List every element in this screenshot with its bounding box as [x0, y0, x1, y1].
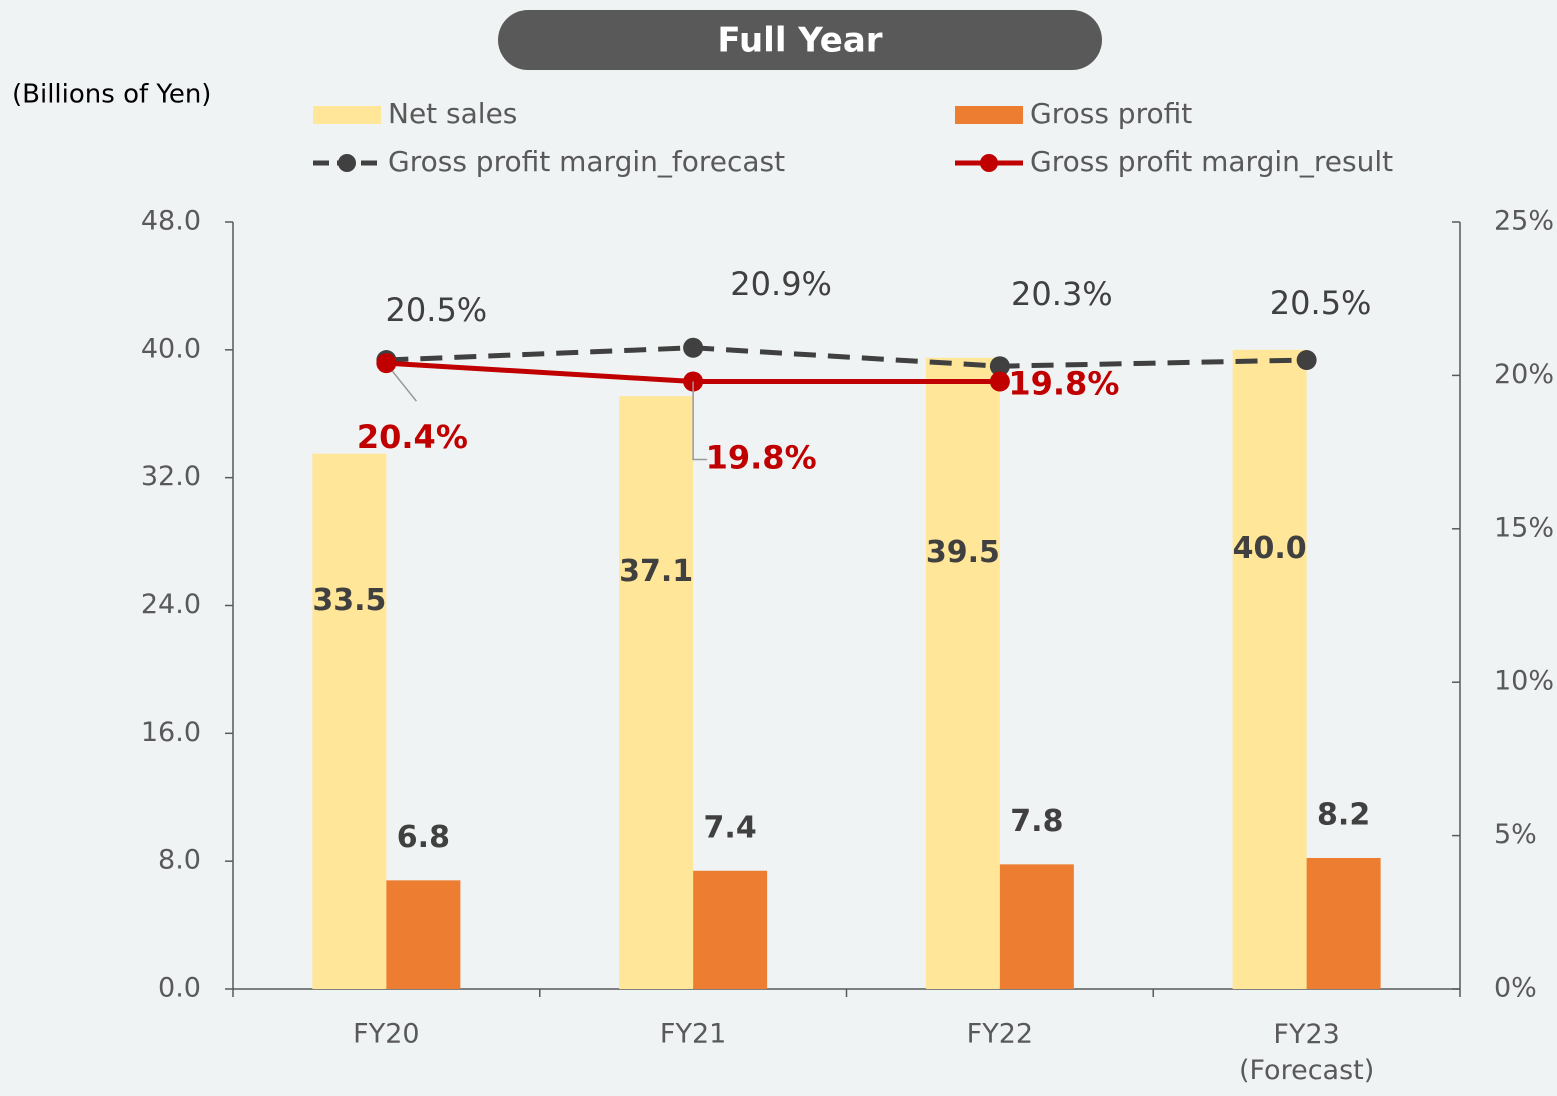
value-label: 7.4	[704, 810, 757, 845]
bar	[1232, 349, 1307, 989]
legend-swatch	[980, 154, 998, 172]
bar	[619, 396, 694, 989]
chart-title: Full Year	[717, 21, 882, 61]
legend-label: Gross profit margin_result	[1030, 145, 1393, 178]
line-point	[376, 353, 397, 374]
value-label: 20.4%	[357, 418, 468, 456]
value-label: 37.1	[619, 554, 693, 589]
legend-label: Gross profit margin_forecast	[388, 145, 785, 178]
value-label: 20.5%	[386, 291, 488, 329]
y-tick-label: 16.0	[141, 717, 201, 748]
y-tick-label: 8.0	[158, 845, 201, 876]
leader-line	[692, 381, 708, 461]
y2-tick-label: 25%	[1494, 206, 1554, 237]
y-tick-label: 40.0	[141, 333, 201, 364]
y-axis-label: (Billions of Yen)	[12, 80, 211, 110]
y-tick-label: 32.0	[141, 461, 201, 492]
value-label: 8.2	[1317, 797, 1370, 832]
x-tick-label-line: (Forecast)	[1239, 1055, 1374, 1086]
value-label: 19.8%	[706, 439, 817, 477]
x-tick-label-line: FY23	[1273, 1019, 1339, 1050]
legend-swatch	[313, 106, 381, 124]
x-tick-label: FY20	[353, 1019, 419, 1050]
y2-tick-label: 10%	[1494, 666, 1554, 697]
value-label: 33.5	[312, 583, 386, 618]
title-pill	[498, 10, 1102, 70]
value-label: 7.8	[1010, 804, 1063, 839]
x-tick-label: FY21	[660, 1019, 726, 1050]
bar	[312, 453, 387, 990]
leader-line	[391, 370, 417, 402]
x-tick-label: FY22	[967, 1019, 1033, 1050]
line-point	[989, 356, 1010, 377]
value-label: 19.8%	[1008, 365, 1119, 403]
legend-label: Gross profit	[1030, 97, 1192, 130]
y2-tick-label: 15%	[1494, 512, 1554, 543]
y-tick-label: 24.0	[141, 589, 201, 620]
legend-swatch	[955, 106, 1023, 124]
value-label: 20.3%	[1011, 275, 1113, 313]
y2-tick-label: 20%	[1494, 359, 1554, 390]
line-point	[989, 371, 1010, 392]
x-tick-label: FY23 (Forecast)	[1239, 1019, 1374, 1086]
bar	[386, 880, 461, 989]
line-point	[683, 337, 704, 358]
value-label: 20.9%	[730, 265, 832, 303]
bar	[925, 357, 1000, 990]
line	[386, 345, 1307, 369]
y2-tick-label: 0%	[1494, 973, 1537, 1004]
bar	[999, 864, 1074, 989]
legend-label: Net sales	[388, 97, 517, 130]
legend-swatch	[338, 154, 356, 172]
y2-tick-label: 5%	[1494, 819, 1537, 850]
bar	[1306, 857, 1381, 989]
value-label: 39.5	[926, 535, 1000, 570]
y-tick-label: 48.0	[141, 206, 201, 237]
value-label: 20.5%	[1270, 284, 1372, 322]
bar	[693, 870, 768, 989]
line-point	[1296, 350, 1317, 371]
value-label: 6.8	[397, 820, 450, 855]
y-tick-label: 0.0	[158, 973, 201, 1004]
value-label: 40.0	[1233, 531, 1307, 566]
